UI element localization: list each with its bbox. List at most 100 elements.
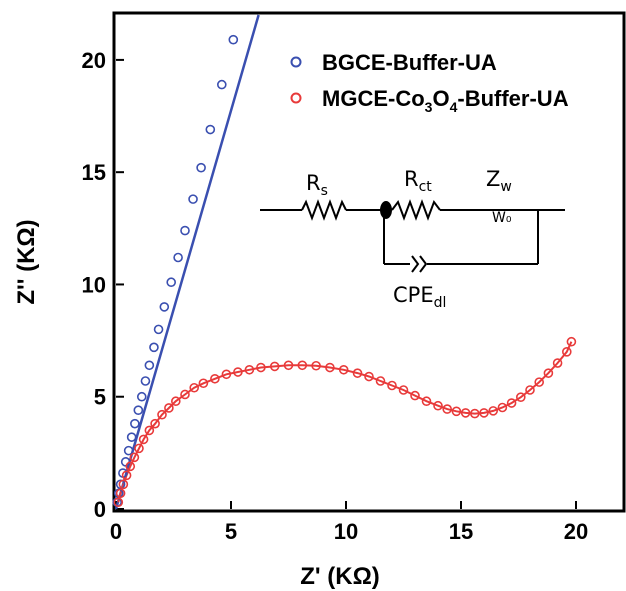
point-mgce-42 [506,398,517,408]
data-points [112,34,577,508]
point-bgce-13 [153,324,164,335]
zw-label: Zw [486,167,512,195]
point-mgce-38 [469,408,480,419]
point-bgce-22 [228,34,239,45]
point-mgce-31 [398,385,409,395]
point-mgce-2 [118,479,129,490]
x-tick-label-1: 5 [225,519,237,544]
point-mgce-9 [150,418,160,429]
point-mgce-39 [479,408,489,418]
point-bgce-9 [136,391,147,402]
fit-lines [114,14,573,510]
point-mgce-12 [171,396,181,407]
point-mgce-7 [138,434,149,445]
point-bgce-11 [144,360,155,371]
y-tick-label-0: 0 [94,497,106,522]
point-mgce-41 [497,402,508,413]
fit-line-bgce [114,14,260,510]
point-mgce-3 [121,470,132,481]
point-mgce-35 [442,404,453,414]
point-mgce-32 [410,390,420,401]
point-mgce-13 [180,389,190,400]
y-tick-label-3: 15 [82,160,106,185]
point-mgce-30 [387,380,397,391]
point-mgce-11 [164,403,174,413]
legend-marker-mgce [290,92,302,104]
plot-frame [112,11,626,513]
point-bgce-18 [188,194,198,204]
x-tick-label-0: 0 [110,519,122,544]
point-bgce-21 [217,79,227,90]
rs-label: Rs [306,171,328,199]
legend-label-mgce: MGCE-Co3O4-Buffer-UA [322,86,569,115]
point-bgce-12 [149,342,159,353]
point-bgce-19 [196,162,206,173]
legend: BGCE-Buffer-UA MGCE-Co3O4-Buffer-UA [290,50,569,115]
point-mgce-36 [451,406,462,417]
point-mgce-25 [325,362,335,373]
point-bgce-7 [130,418,140,429]
x-axis-title: Z' (KΩ) [300,563,380,590]
x-tick-label-4: 20 [564,519,588,544]
circuit-labels: Rs Rct Zw W₀ CPEdl [306,167,512,311]
point-mgce-22 [283,360,294,371]
y-tick-label-1: 5 [94,385,106,410]
x-tick-label-3: 15 [449,519,473,544]
point-bgce-6 [126,432,137,442]
point-bgce-5 [123,445,134,456]
point-mgce-8 [144,425,155,436]
point-mgce-18 [233,367,243,377]
legend-label-bgce: BGCE-Buffer-UA [322,50,497,75]
y-tick-labels: 0 5 10 15 20 [82,48,106,522]
junction-node [380,201,392,219]
y-tick-label-4: 20 [82,48,106,73]
point-mgce-21 [269,361,280,372]
point-mgce-26 [338,364,349,375]
point-mgce-24 [311,360,321,371]
point-mgce-16 [210,373,220,384]
point-mgce-20 [256,362,266,373]
point-mgce-4 [125,461,136,472]
point-mgce-23 [297,360,308,371]
point-bgce-2 [115,479,126,490]
point-mgce-10 [157,409,167,420]
point-mgce-45 [534,377,545,387]
point-mgce-49 [566,336,577,347]
cpe-label: CPEdl [393,283,446,311]
rct-resistor [391,199,441,221]
point-mgce-29 [375,376,386,386]
fit-line-mgce [117,341,573,503]
y-axis-title: Z'' (KΩ) [13,219,40,304]
y-tick-label-2: 10 [82,272,106,297]
cpe-element [411,255,428,273]
point-mgce-33 [421,396,432,407]
point-mgce-0 [113,497,124,508]
legend-item-bgce: BGCE-Buffer-UA [290,50,497,75]
legend-marker-bgce [290,56,302,68]
point-mgce-1 [115,488,126,499]
point-mgce-43 [515,392,526,402]
point-mgce-27 [352,368,363,378]
point-mgce-40 [488,406,499,416]
point-mgce-6 [134,443,144,454]
point-mgce-46 [543,368,554,378]
point-bgce-20 [205,124,216,135]
rs-resistor [301,199,347,221]
rct-label: Rct [404,167,432,195]
point-bgce-17 [180,225,190,236]
point-mgce-34 [433,400,443,411]
point-bgce-16 [173,252,183,263]
point-bgce-8 [133,405,144,416]
point-mgce-48 [561,347,572,357]
x-tick-label-2: 10 [334,519,358,544]
point-mgce-47 [552,358,563,368]
point-mgce-17 [221,369,232,380]
point-bgce-10 [140,376,151,386]
equivalent-circuit [260,199,565,273]
x-tick-labels: 0 5 10 15 20 [110,519,588,544]
point-mgce-5 [129,452,140,463]
point-mgce-19 [244,364,255,375]
point-mgce-37 [460,408,471,418]
axis-ticks [115,58,577,510]
